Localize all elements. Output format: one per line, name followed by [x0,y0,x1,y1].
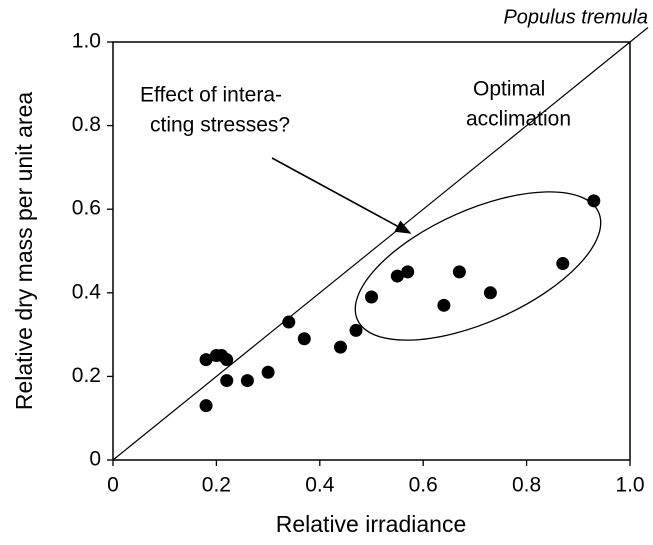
data-point [587,194,601,208]
data-point [365,290,378,304]
highlight-ellipse [354,191,602,341]
data-point [199,353,213,367]
x-tick-label: 0.2 [202,474,231,497]
data-point [452,265,466,279]
data-point [240,374,254,388]
data-point [261,365,275,379]
annotation-arrow [271,157,412,234]
data-point [220,374,234,388]
data-point [297,332,311,346]
reference-line [112,27,649,461]
data-point [483,286,497,300]
annotation: acclimation [466,108,571,131]
x-tick-label: 0.6 [409,474,438,497]
data-point [437,298,451,312]
y-tick-label: 0.8 [72,113,101,136]
x-tick-label: 0 [107,474,119,497]
data-point [282,315,296,329]
data-point [401,265,415,279]
y-tick-label: 0 [89,448,101,471]
x-axis-label: Relative irradiance [276,511,466,537]
x-tick-label: 0.8 [512,474,541,497]
annotation: Effect of intera- [140,84,282,107]
chart-title: Populus tremula [503,6,648,28]
y-tick-label: 0.2 [72,364,101,387]
data-point [556,257,570,271]
x-tick-label: 1.0 [615,474,644,497]
annotation: Optimal [473,78,545,101]
plot-frame [112,41,631,461]
data-point [349,323,363,337]
y-tick-label: 0.4 [72,280,102,303]
data-point [199,399,213,413]
data-point [390,269,404,283]
data-point [220,353,234,367]
y-tick-label: 1.0 [72,30,101,53]
data-point [333,340,347,354]
y-tick-label: 0.6 [72,197,101,220]
y-axis-label: Relative dry mass per unit area [11,92,37,411]
annotation: cting stresses? [150,114,290,137]
x-tick-label: 0.4 [305,474,335,497]
